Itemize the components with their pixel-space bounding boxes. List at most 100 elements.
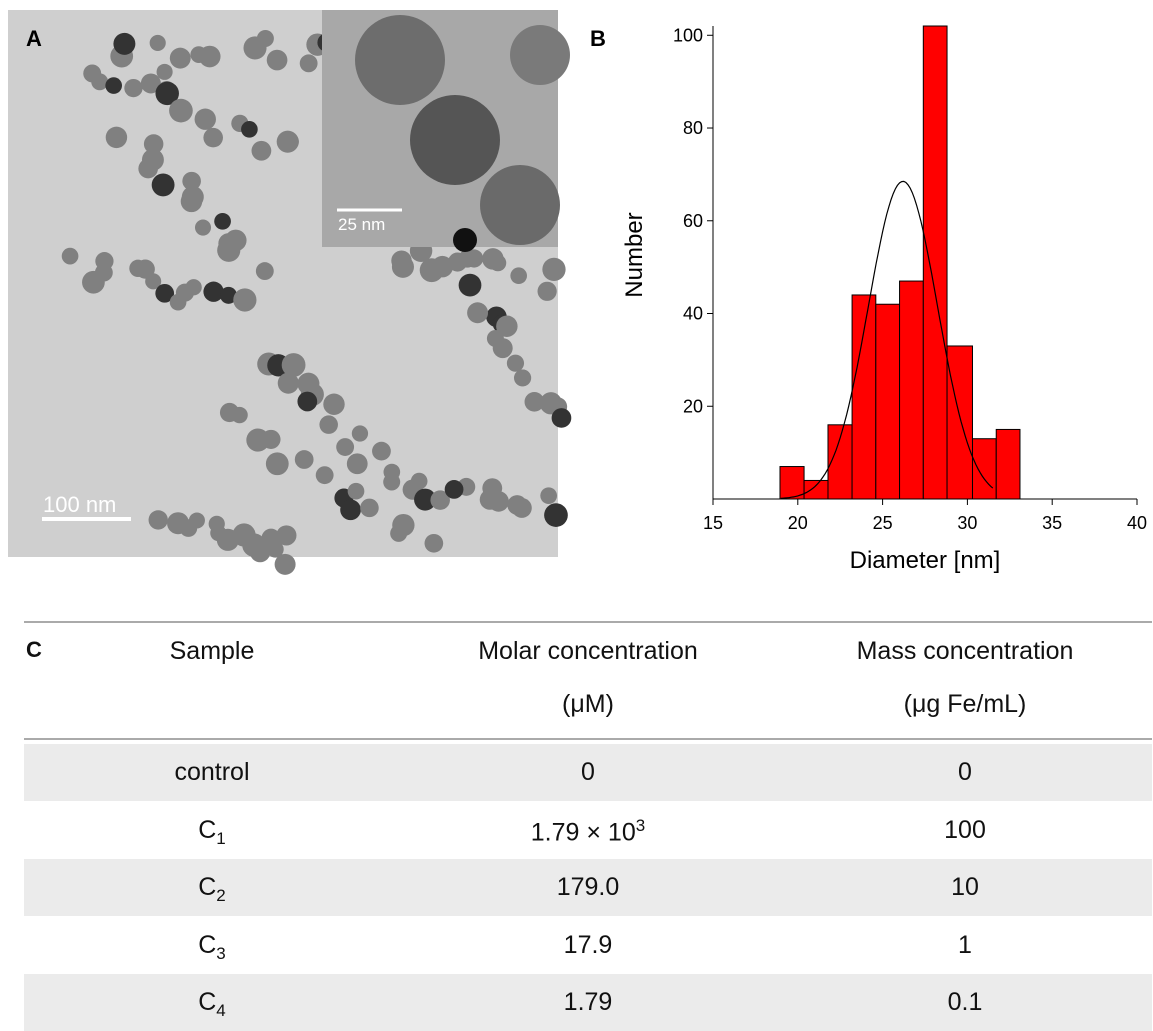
particle: [383, 473, 401, 491]
particle: [169, 47, 191, 69]
cell-text: C: [198, 815, 217, 844]
particle: [105, 126, 128, 149]
particle: [277, 372, 299, 394]
particle: [105, 77, 122, 94]
table-cell: 0: [958, 758, 972, 787]
particle: [410, 472, 428, 490]
particle: [336, 438, 355, 456]
particle: [203, 281, 224, 302]
x-tick-label: 20: [788, 513, 808, 533]
particle: [113, 32, 136, 55]
table-cell: 0: [581, 758, 595, 787]
table-cell: C4: [198, 988, 226, 1021]
particle: [492, 338, 513, 359]
particle: [261, 429, 281, 449]
particle: [151, 173, 175, 197]
particle: [537, 281, 557, 301]
particle: [510, 267, 527, 285]
particle: [299, 54, 318, 73]
table-cell: C2: [198, 873, 226, 906]
particle: [507, 495, 527, 515]
bar: [779, 466, 805, 500]
cell-text: 0.1: [947, 988, 983, 1016]
particle: [188, 512, 205, 529]
table-cell: 10: [951, 873, 979, 902]
particles: [61, 29, 572, 575]
x-tick-label: 40: [1127, 513, 1147, 533]
x-tick-label: 15: [703, 513, 723, 533]
y-tick-label: 100: [673, 25, 703, 45]
particle: [279, 131, 299, 152]
particle: [297, 391, 318, 412]
panel-label: A: [26, 26, 42, 51]
particle: [489, 254, 507, 272]
particle: [155, 81, 179, 106]
particle: [351, 425, 369, 442]
cell-text: 1.79: [563, 988, 613, 1016]
particle: [265, 452, 289, 476]
particle: [347, 482, 365, 500]
particle: [444, 480, 464, 499]
particle: [294, 450, 314, 469]
inset-particles: [355, 15, 570, 252]
particle: [323, 393, 345, 415]
particle: [319, 415, 338, 434]
cell-text: C: [198, 930, 217, 959]
particle: [414, 488, 437, 511]
panel-label: B: [590, 26, 606, 51]
table-cell: 17.9: [564, 931, 613, 960]
particle: [241, 121, 258, 138]
subscript: 4: [216, 1001, 226, 1020]
cell-text: C: [198, 873, 217, 901]
x-axis-title: Diameter [nm]: [850, 547, 1001, 574]
bar: [946, 345, 973, 500]
particle: [141, 148, 164, 171]
particle: [94, 263, 113, 282]
particle: [540, 487, 558, 505]
particle: [251, 140, 272, 161]
particle: [488, 491, 509, 512]
bar: [899, 280, 924, 500]
particle: [143, 134, 164, 154]
particle: [214, 212, 231, 230]
figure: 25 nm 100 nm A B Diameter [nm] Number 15…: [8, 10, 1147, 575]
subscript: 2: [216, 886, 226, 905]
inset-particle: [480, 165, 560, 245]
bar: [922, 25, 948, 500]
particle: [232, 523, 256, 547]
particle: [256, 29, 274, 48]
particle: [391, 250, 412, 271]
particle: [513, 369, 531, 387]
y-tick-label: 40: [683, 304, 703, 324]
particle: [149, 34, 166, 51]
inset-particle: [453, 228, 477, 252]
particle: [167, 512, 190, 535]
particle: [169, 293, 187, 311]
particle: [419, 258, 444, 283]
table-cell: C1: [198, 816, 226, 849]
y-axis-title: Number: [621, 212, 648, 297]
particle: [233, 288, 257, 312]
cell-text: control: [174, 758, 250, 786]
particle: [169, 98, 193, 123]
superscript: 3: [635, 815, 646, 835]
particle: [255, 262, 274, 281]
particle: [231, 406, 248, 424]
particle: [340, 499, 361, 521]
particle: [551, 408, 572, 428]
inset-particle: [355, 15, 445, 105]
column-header: Mass concentration: [856, 637, 1074, 665]
particle: [83, 64, 102, 83]
particle: [224, 229, 247, 252]
inset-scale-label: 25 nm: [338, 215, 385, 234]
subscript: 1: [216, 828, 226, 848]
y-tick-label: 60: [683, 211, 703, 231]
particle: [467, 302, 489, 324]
particle: [360, 498, 379, 518]
table-cell: control: [174, 758, 249, 787]
column-header: Sample: [169, 637, 255, 665]
cell-text: 0: [958, 758, 972, 786]
table-cell: 179.0: [557, 873, 620, 902]
y-tick-label: 20: [683, 396, 703, 416]
